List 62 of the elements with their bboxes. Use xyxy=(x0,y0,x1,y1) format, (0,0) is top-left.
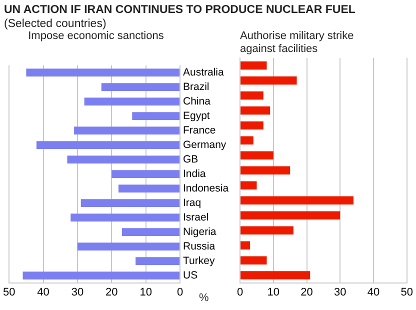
bar xyxy=(240,166,290,175)
bar xyxy=(240,196,354,204)
x-tick-label: 20 xyxy=(300,286,313,298)
x-tick-label: 30 xyxy=(71,286,84,298)
x-tick-label: 50 xyxy=(400,286,414,298)
chart-subtitle: (Selected countries) xyxy=(4,18,106,30)
bar xyxy=(26,68,180,77)
bar xyxy=(240,151,274,160)
text: Impose economic sanctions xyxy=(27,30,165,43)
bar xyxy=(136,257,180,266)
x-tick-label: 10 xyxy=(267,286,280,298)
bar xyxy=(240,256,267,264)
bar xyxy=(112,170,180,178)
bar xyxy=(240,61,267,70)
bar xyxy=(240,241,250,250)
bar xyxy=(240,271,310,280)
series-label: Authorise military strike against facilities xyxy=(240,30,355,56)
x-tick-label: 50 xyxy=(2,286,16,298)
bar xyxy=(240,76,297,85)
y-tick-label: India xyxy=(183,168,206,180)
x-tick-label: 40 xyxy=(37,286,50,298)
bar xyxy=(70,214,180,222)
x-tick-label: 0 xyxy=(236,286,244,298)
bar xyxy=(118,184,180,193)
x-tick-label: 0 xyxy=(176,286,184,298)
x-tick-label: 40 xyxy=(367,286,380,298)
y-tick-label: Iraq xyxy=(183,196,202,209)
x-tick-label: 30 xyxy=(334,286,346,298)
bar xyxy=(80,199,180,208)
x-axis-title: % xyxy=(199,292,209,304)
bar xyxy=(67,156,180,164)
y-tick-label: GB xyxy=(183,153,198,166)
bar xyxy=(74,126,180,135)
y-tick-label: China xyxy=(183,95,211,108)
y-tick-label: Indonesia xyxy=(183,182,229,194)
bar xyxy=(101,83,180,92)
bar xyxy=(122,228,180,236)
y-tick-label: Australia xyxy=(183,66,224,78)
y-tick-label: US xyxy=(183,269,198,282)
y-tick-label: Germany xyxy=(183,138,227,151)
y-tick-label: Brazil xyxy=(183,80,210,93)
chart-title: UN ACTION IF IRAN CONTINUES TO PRODUCE NUCLEAR FUEL xyxy=(4,4,356,16)
bar xyxy=(22,272,180,280)
bar xyxy=(240,121,264,130)
y-tick-label: Israel xyxy=(183,211,209,224)
x-tick-label: 20 xyxy=(106,286,118,298)
bar xyxy=(240,106,270,115)
y-tick-label: Russia xyxy=(183,240,216,252)
y-tick-label: France xyxy=(183,124,216,136)
bar xyxy=(132,112,180,120)
y-tick-label: Egypt xyxy=(183,110,210,122)
bar xyxy=(240,136,254,145)
bar xyxy=(240,91,264,100)
bar xyxy=(36,141,180,150)
y-tick-label: Turkey xyxy=(183,254,216,267)
x-tick-label: 10 xyxy=(140,286,152,298)
bar xyxy=(77,242,180,251)
bar xyxy=(240,211,340,220)
y-tick-label: Nigeria xyxy=(183,226,216,238)
bar xyxy=(240,181,257,190)
bar xyxy=(84,98,180,106)
bar xyxy=(240,226,294,234)
